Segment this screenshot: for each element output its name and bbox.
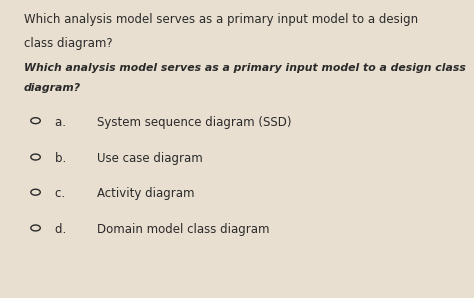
- Text: d.: d.: [55, 223, 73, 236]
- Text: Which analysis model serves as a primary input model to a design: Which analysis model serves as a primary…: [24, 13, 418, 27]
- Text: Domain model class diagram: Domain model class diagram: [97, 223, 270, 236]
- Text: a.: a.: [55, 116, 77, 129]
- Text: c.: c.: [55, 187, 76, 200]
- Text: diagram?: diagram?: [24, 83, 81, 94]
- Text: Activity diagram: Activity diagram: [97, 187, 195, 200]
- Text: class diagram?: class diagram?: [24, 37, 112, 50]
- Text: b.: b.: [55, 152, 73, 165]
- Text: System sequence diagram (SSD): System sequence diagram (SSD): [97, 116, 292, 129]
- Text: Use case diagram: Use case diagram: [97, 152, 203, 165]
- Text: Which analysis model serves as a primary input model to a design class: Which analysis model serves as a primary…: [24, 63, 465, 73]
